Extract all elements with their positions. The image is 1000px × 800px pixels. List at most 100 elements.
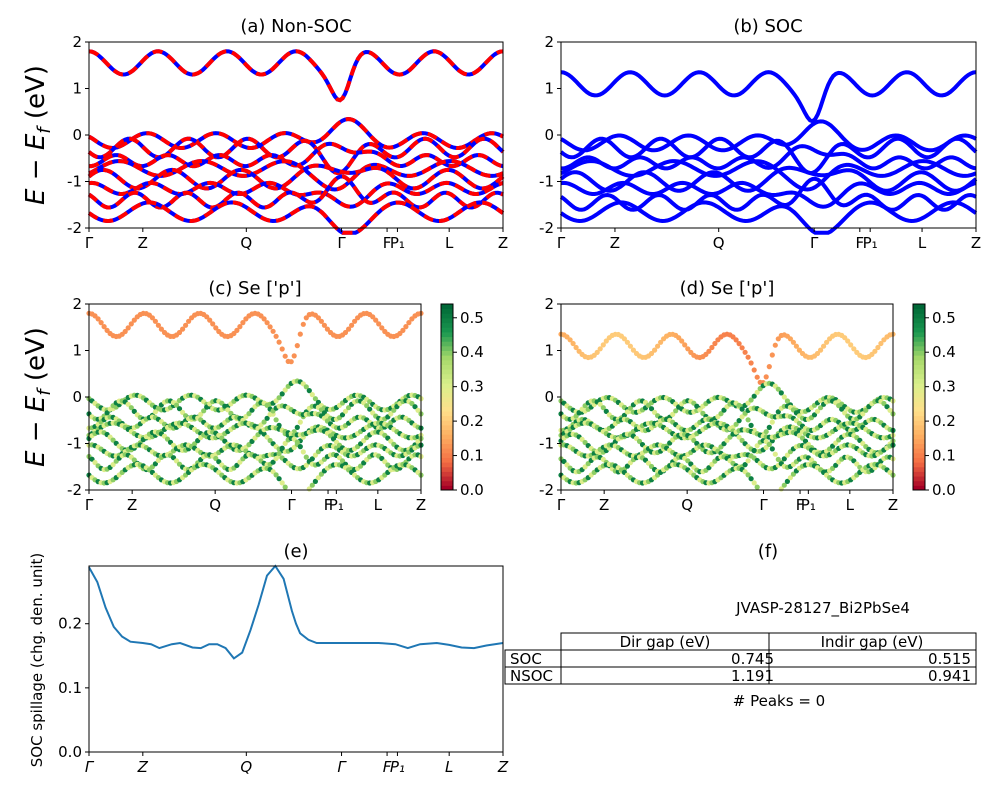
projected-point bbox=[733, 337, 739, 343]
colorbar-segment bbox=[441, 462, 453, 468]
x-tick-label: Z bbox=[971, 234, 981, 252]
projected-point bbox=[733, 421, 739, 427]
projected-point bbox=[276, 450, 282, 457]
projected-point bbox=[382, 459, 388, 465]
projected-point bbox=[264, 415, 270, 421]
projected-point bbox=[149, 315, 155, 321]
projected-point bbox=[751, 367, 757, 373]
colorbar-segment bbox=[441, 410, 453, 417]
projected-point bbox=[122, 328, 128, 335]
projected-point bbox=[300, 449, 306, 455]
projected-point bbox=[373, 317, 379, 323]
projected-point bbox=[279, 391, 285, 397]
projected-point bbox=[342, 329, 349, 336]
projected-point bbox=[821, 343, 827, 349]
colorbar-segment bbox=[913, 410, 925, 417]
projected-point bbox=[597, 401, 603, 407]
x-tick-label: Γ bbox=[287, 496, 296, 514]
y-tick-label: 2 bbox=[72, 33, 82, 51]
projected-point bbox=[594, 349, 600, 355]
colorbar-segment bbox=[441, 443, 453, 449]
projected-point bbox=[796, 347, 803, 353]
colorbar-segment bbox=[441, 397, 453, 403]
projected-point bbox=[234, 462, 240, 468]
projected-point bbox=[303, 454, 309, 460]
projected-point bbox=[315, 315, 321, 321]
colorbar-segment bbox=[441, 359, 453, 365]
table-row-label: NSOC bbox=[510, 667, 553, 685]
y-tick-label: 0.1 bbox=[58, 679, 82, 697]
projected-point bbox=[309, 482, 315, 488]
projected-point bbox=[721, 441, 727, 447]
y-tick-label: -2 bbox=[539, 219, 554, 237]
band-line bbox=[559, 176, 977, 212]
projected-point bbox=[833, 462, 839, 468]
colorbar-segment bbox=[441, 401, 453, 407]
projected-point bbox=[754, 484, 760, 490]
x-tick-label: Z bbox=[599, 496, 609, 514]
colorbar-segment bbox=[441, 471, 453, 477]
colorbar-segment bbox=[913, 452, 925, 458]
projected-point bbox=[775, 386, 781, 392]
panel-c-points bbox=[86, 310, 424, 492]
projected-point bbox=[300, 321, 306, 327]
projected-point bbox=[173, 458, 180, 464]
spillage-line bbox=[88, 564, 504, 660]
projected-point bbox=[754, 374, 760, 380]
projected-point bbox=[279, 445, 285, 451]
projected-point bbox=[361, 460, 367, 466]
panel-a: (a) Non-SOC -2 -1 0 1 2 Γ Z Q Γ FP₁ L Z bbox=[67, 16, 508, 252]
projected-point bbox=[339, 458, 346, 464]
projected-point bbox=[294, 343, 300, 349]
colorbar-segment bbox=[913, 406, 925, 412]
projected-point bbox=[349, 322, 355, 328]
colorbar-segment bbox=[913, 378, 925, 384]
projected-point bbox=[567, 337, 573, 343]
projected-point bbox=[748, 397, 754, 403]
projected-point bbox=[627, 343, 634, 349]
colorbar-segment bbox=[441, 415, 453, 421]
projected-point bbox=[763, 429, 769, 435]
projected-point bbox=[249, 407, 255, 413]
colorbar-segment bbox=[913, 420, 925, 426]
projected-point bbox=[736, 434, 742, 440]
y-tick-label: -1 bbox=[67, 173, 82, 191]
panel-c-xticks: Γ Z Q Γ FP₁ L Z bbox=[85, 490, 426, 514]
colorbar-segment bbox=[441, 466, 453, 472]
projected-point bbox=[358, 441, 364, 447]
colorbar-segment bbox=[913, 434, 925, 440]
panel-e-ylabel: SOC spillage (chg. den. unit) bbox=[28, 553, 46, 768]
projected-point bbox=[412, 404, 418, 410]
colorbar-segment bbox=[441, 345, 453, 351]
projected-point bbox=[790, 339, 797, 345]
projected-point bbox=[652, 409, 658, 415]
colorbar-segment bbox=[913, 317, 925, 324]
projected-point bbox=[352, 318, 358, 324]
x-tick-label: F bbox=[383, 758, 392, 776]
projected-point bbox=[128, 321, 134, 327]
projected-point bbox=[881, 400, 887, 407]
projected-point bbox=[400, 327, 406, 333]
projected-point bbox=[273, 333, 279, 339]
projected-point bbox=[772, 451, 778, 457]
projected-point bbox=[754, 443, 760, 449]
projected-point bbox=[739, 414, 745, 420]
band-line-dashed bbox=[87, 163, 505, 191]
projected-point bbox=[155, 405, 161, 411]
projected-point bbox=[180, 409, 186, 415]
projected-point bbox=[276, 339, 282, 345]
projected-point bbox=[721, 407, 727, 413]
projected-point bbox=[570, 340, 576, 347]
band-line bbox=[559, 200, 978, 235]
projected-point bbox=[763, 374, 769, 380]
projected-point bbox=[216, 459, 222, 465]
x-tick-label: P₁ bbox=[329, 496, 344, 514]
projected-point bbox=[624, 409, 631, 415]
y-tick-label: 2 bbox=[72, 295, 82, 313]
projected-point bbox=[655, 343, 661, 349]
projected-point bbox=[273, 455, 279, 462]
x-tick-label: Γ bbox=[85, 234, 94, 252]
projected-point bbox=[131, 317, 137, 323]
projected-point bbox=[745, 354, 751, 360]
projected-point bbox=[576, 410, 582, 416]
